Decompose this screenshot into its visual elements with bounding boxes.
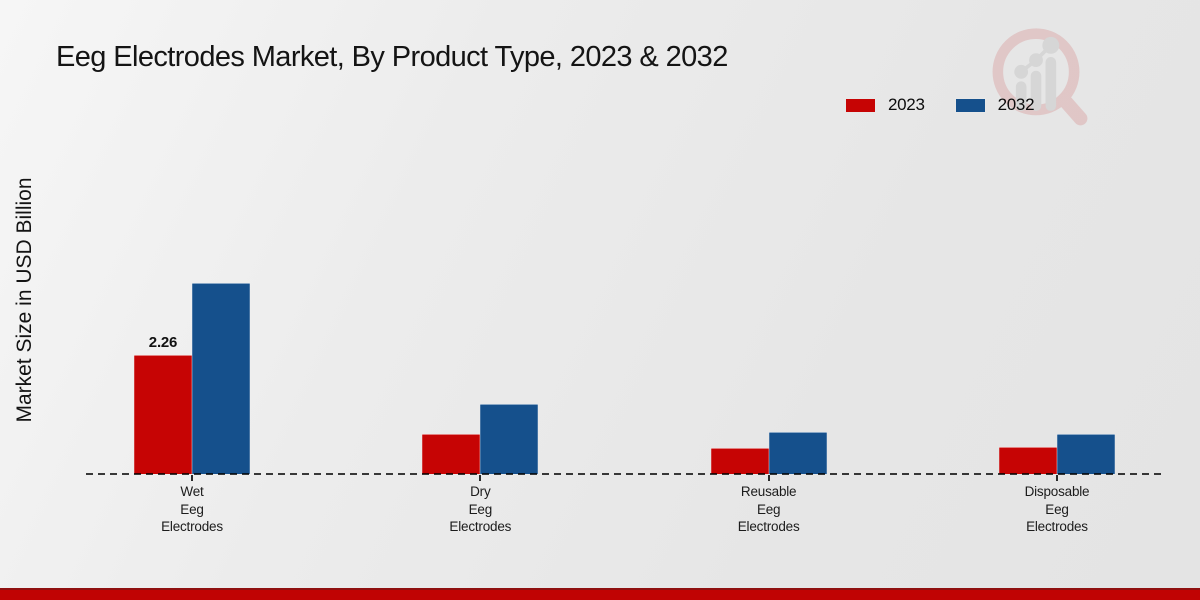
bar-2032-disposable-eeg-electrodes [1056,434,1115,474]
legend-item-2023: 2023 [845,95,925,115]
y-axis-label: Market Size in USD Billion [13,177,36,423]
x-axis-tick [1055,475,1058,481]
legend: 2023 2032 [845,95,1035,115]
legend-label-2032: 2032 [997,95,1035,114]
bar-2032-dry-eeg-electrodes [480,403,539,474]
bar-value-label: 2.26 [148,334,178,352]
x-axis-tick [479,475,482,481]
bar-2032-reusable-eeg-electrodes [768,432,827,474]
x-axis-tick [191,475,193,481]
bar-2023-disposable-eeg-electrodes [998,446,1057,474]
legend-item-2032: 2032 [954,95,1035,115]
x-tick-label-disposable-eeg-electrodes: Disposable Eeg Electrodes [1024,484,1090,534]
x-tick-label-wet-eeg-electrodes: Wet Eeg Electrodes [161,484,223,534]
bar-2023-wet-eeg-electrodes [134,355,192,474]
x-tick-label-reusable-eeg-electrodes: Reusable Eeg Electrodes [737,484,800,534]
brand-logo [983,22,1089,128]
bar-2032-wet-eeg-electrodes [192,283,250,474]
x-tick-label-dry-eeg-electrodes: Dry Eeg Electrodes [449,484,512,534]
legend-swatch-2032 [954,97,986,113]
chart-title: Eeg Electrodes Market, By Product Type, … [56,41,728,73]
bar-2023-reusable-eeg-electrodes [710,448,769,474]
bar-2023-dry-eeg-electrodes [422,433,481,474]
x-axis-tick [767,475,770,481]
magnifier-chart-icon [992,28,1088,126]
legend-swatch-2023 [845,97,876,113]
footer-brand-strip [0,588,1200,600]
x-axis-line [86,473,1164,475]
legend-label-2023: 2023 [888,95,925,114]
